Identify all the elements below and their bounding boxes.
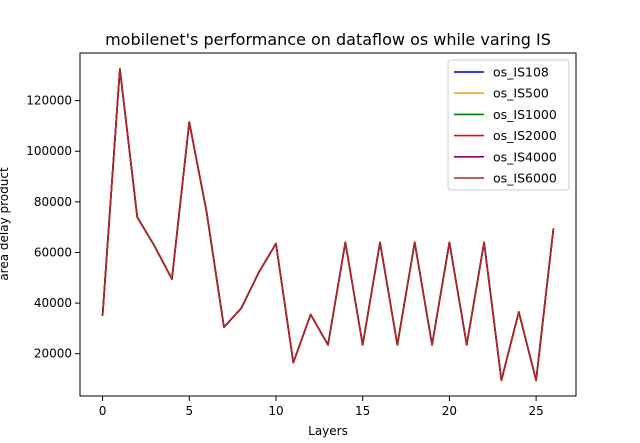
series-line-os_IS6000 [101, 68, 555, 382]
y-tick-label: 60000 [34, 245, 72, 259]
y-tick-label: 120000 [26, 94, 72, 108]
y-tick-label: 40000 [34, 296, 72, 310]
y-axis-label: area delay product [0, 167, 11, 281]
y-tick-label: 100000 [26, 144, 72, 158]
legend-entry: os_IS108 [493, 65, 549, 80]
legend-entry: os_IS1000 [493, 107, 557, 122]
y-tick-label: 20000 [34, 347, 72, 361]
legend-entry: os_IS6000 [493, 171, 557, 186]
legend-entry: os_IS2000 [493, 128, 557, 143]
x-tick-label: 0 [99, 404, 107, 418]
x-tick-label: 15 [355, 404, 370, 418]
plot-lines [101, 68, 555, 382]
x-tick-label: 5 [185, 404, 193, 418]
x-tick-label: 25 [528, 404, 543, 418]
plot-frame [79, 52, 577, 397]
x-tick-label: 10 [268, 404, 283, 418]
x-axis: 0 5 10 15 20 25 [99, 396, 544, 418]
legend-entry: os_IS500 [493, 86, 549, 101]
y-axis: 20000 40000 60000 80000 100000 120000 [26, 94, 80, 361]
legend-entry: os_IS4000 [493, 149, 557, 164]
legend: os_IS108 os_IS500 os_IS1000 os_IS2000 os_IS4… [447, 59, 570, 191]
y-tick-label: 80000 [34, 195, 72, 209]
chart-title: mobilenet's performance on dataflow os w… [105, 30, 551, 49]
x-tick-label: 20 [442, 404, 457, 418]
x-axis-label: Layers [308, 424, 348, 438]
